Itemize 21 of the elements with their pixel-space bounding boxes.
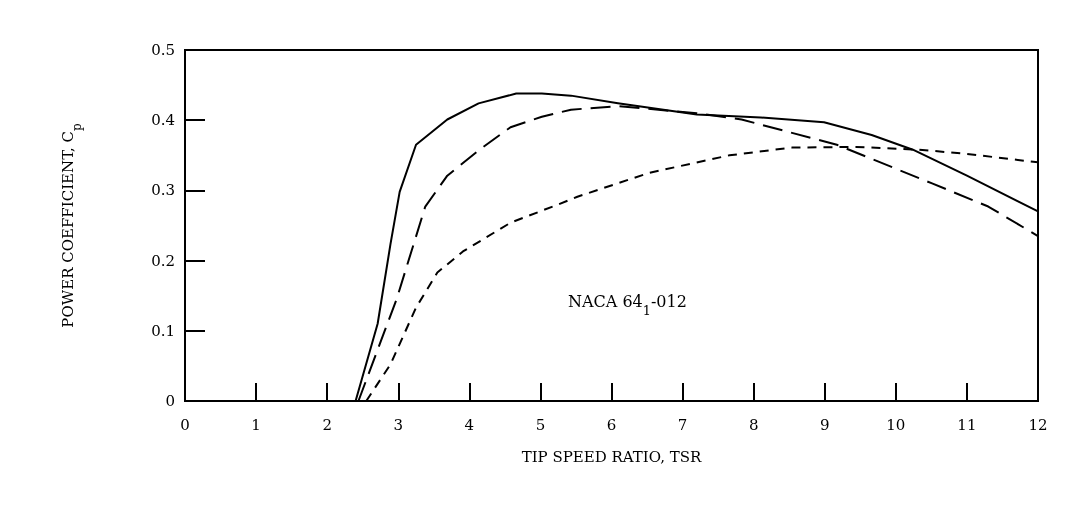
- y-axis-title: POWER COEFFICIENT, Cp: [58, 123, 84, 328]
- y-tick-label: 0.2: [151, 251, 175, 270]
- y-tick-label: 0.1: [151, 321, 175, 340]
- y-tick-label: 0: [165, 392, 175, 410]
- x-tick-label: 7: [677, 415, 688, 434]
- x-tick-label: 6: [606, 415, 617, 434]
- x-tick-label: 11: [957, 415, 977, 434]
- x-tick-label: 0: [180, 415, 190, 434]
- x-tick-label: 4: [464, 415, 475, 434]
- y-tick-label: 0.5: [151, 41, 175, 59]
- x-tick-label: 1: [251, 415, 261, 434]
- x-tick-label: 9: [819, 415, 830, 434]
- y-tick-label: 0.3: [151, 181, 175, 200]
- y-tick-label: 0.4: [151, 111, 175, 130]
- x-tick-label: 12: [1028, 415, 1048, 434]
- x-axis-title: TIP SPEED RATIO, TSR: [521, 447, 703, 466]
- x-tick-label: 8: [748, 415, 759, 434]
- x-tick-label: 3: [393, 415, 404, 434]
- x-tick-label: 10: [886, 415, 906, 434]
- x-tick-label: 5: [535, 415, 546, 434]
- x-tick-label: 2: [322, 415, 332, 434]
